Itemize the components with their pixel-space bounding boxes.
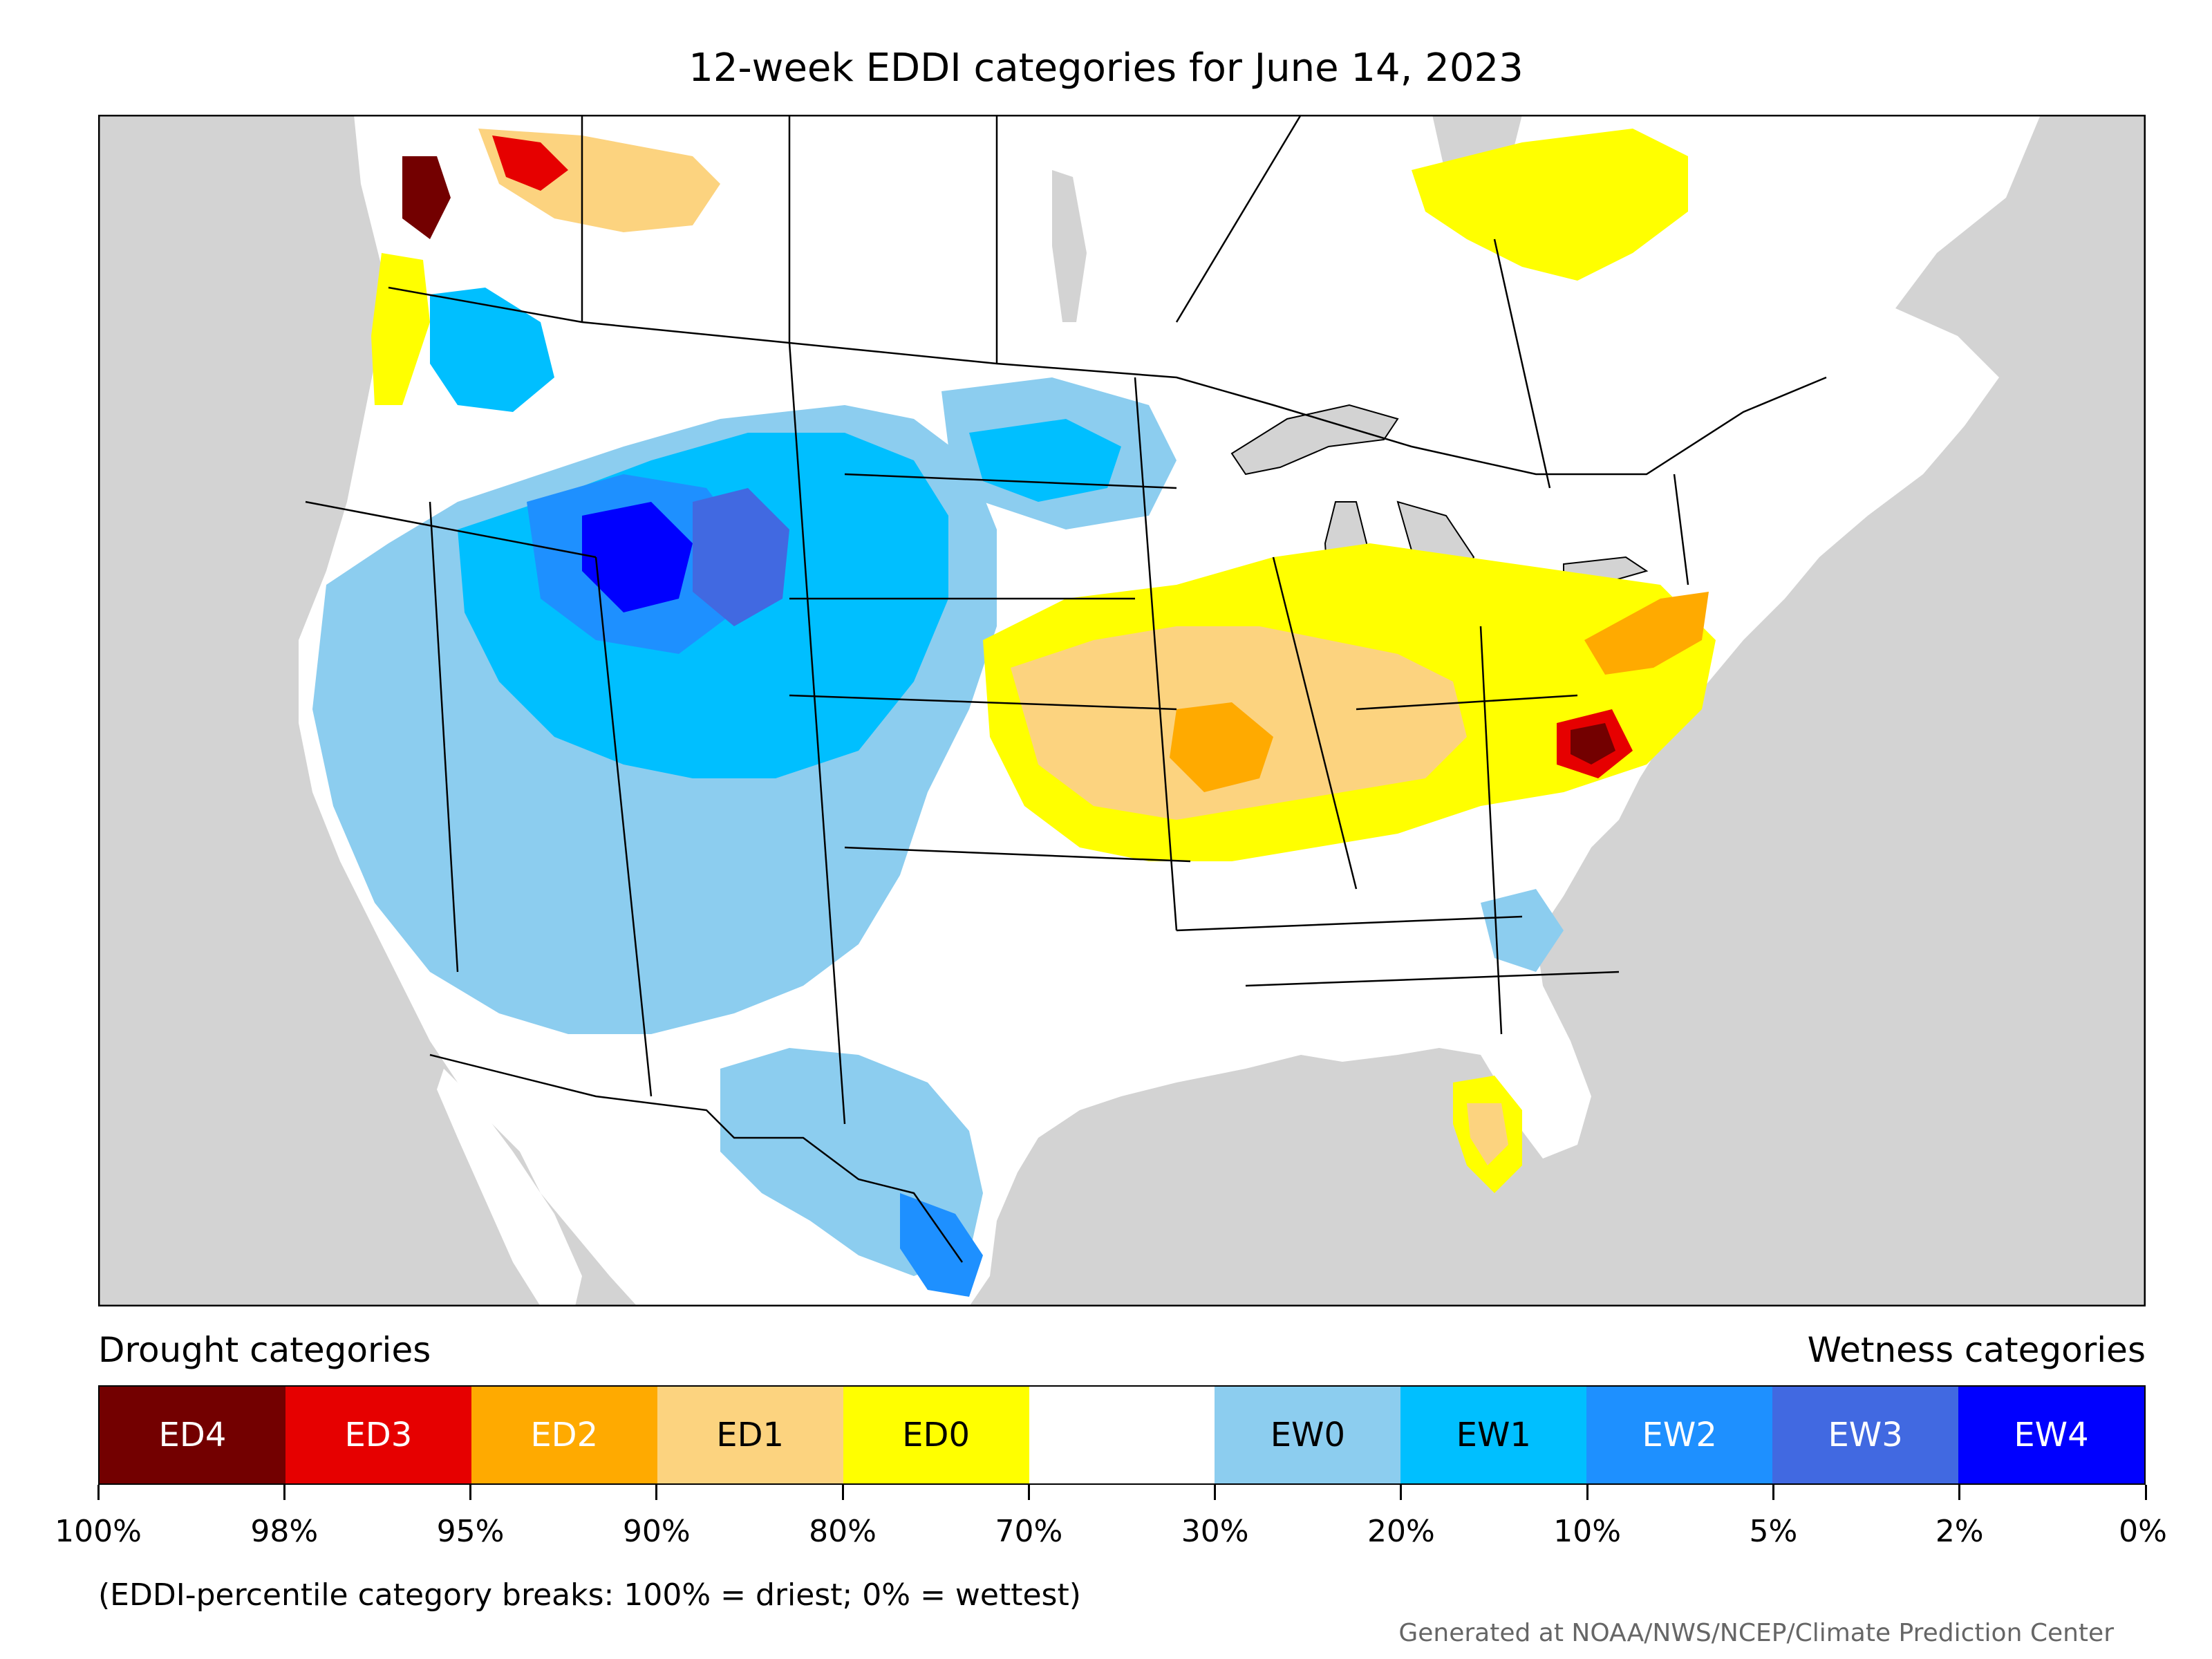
us-canada-border xyxy=(388,286,1827,476)
legend-tick xyxy=(1958,1485,1961,1500)
border-rockies xyxy=(788,342,846,1125)
eddi-map xyxy=(98,115,2146,1306)
political-borders xyxy=(305,115,1827,1263)
legend-tick-label: 100% xyxy=(55,1514,142,1549)
region-ew1-pacific-nw xyxy=(430,288,554,412)
region-ew4-idaho xyxy=(582,502,693,612)
legend-tick xyxy=(1027,1485,1030,1500)
legend-tick-label: 80% xyxy=(809,1514,877,1549)
region-ew2-tx-coast xyxy=(900,1193,983,1297)
lake-winnipeg xyxy=(1052,170,1087,322)
border-ohio xyxy=(1356,694,1578,711)
region-ed1-florida xyxy=(1467,1103,1508,1165)
legend-tick xyxy=(841,1485,844,1500)
legend-tick-label: 95% xyxy=(436,1514,505,1549)
region-ew3-wyoming xyxy=(693,488,789,626)
legend-tick-label: 10% xyxy=(1553,1514,1622,1549)
legend-cell-ed3: ED3 xyxy=(285,1387,471,1483)
legend-tick-label: 5% xyxy=(1749,1514,1798,1549)
region-ed4-virginia xyxy=(1571,723,1615,765)
legend-cell-ed2: ED2 xyxy=(471,1387,657,1483)
legend-tick-label: 30% xyxy=(1181,1514,1249,1549)
us-mexico-border xyxy=(429,1053,964,1263)
region-ed2-missouri xyxy=(1170,702,1273,792)
legend-cell-ew1: EW1 xyxy=(1400,1387,1587,1483)
legend-tick-label: 0% xyxy=(2119,1514,2167,1549)
border-south-1 xyxy=(1245,971,1620,987)
region-ed3-bc xyxy=(492,135,568,191)
border-northeast xyxy=(1673,474,1689,585)
border-plains-south xyxy=(844,846,1191,863)
legend-cell-ew4: EW4 xyxy=(1958,1387,2144,1483)
border-midwest-1 xyxy=(1176,915,1523,932)
legend-tick-label: 90% xyxy=(622,1514,691,1549)
border-mountain xyxy=(594,556,653,1097)
legend-tick xyxy=(1214,1485,1217,1500)
border-plains-mid xyxy=(789,694,1177,711)
map-canvas xyxy=(98,115,2146,1306)
legend-tick xyxy=(655,1485,658,1500)
legend-cell-ed1: ED1 xyxy=(657,1387,843,1483)
legend-tick xyxy=(283,1485,285,1500)
legend-cell-ew3: EW3 xyxy=(1772,1387,1959,1483)
percentile-note: (EDDI-percentile category breaks: 100% =… xyxy=(98,1577,1081,1613)
lake-superior xyxy=(1230,404,1399,476)
legend-cell-ed0: ED0 xyxy=(843,1387,1029,1483)
drought-categories-header: Drought categories xyxy=(98,1330,431,1370)
region-ed2-northeast xyxy=(1584,592,1709,675)
legend-cell-ed4: ED4 xyxy=(100,1387,285,1483)
map-title: 12-week EDDI categories for June 14, 202… xyxy=(688,46,1524,91)
region-ed4-bc-coast xyxy=(402,156,451,239)
border-west-1 xyxy=(305,500,597,559)
legend-cell-ew2: EW2 xyxy=(1586,1387,1773,1483)
border-canada-north-3 xyxy=(1175,115,1302,323)
legend-cell-ew0: EW0 xyxy=(1215,1387,1401,1483)
wetness-categories-header: Wetness categories xyxy=(1807,1330,2146,1370)
region-ed0-quebec xyxy=(1412,129,1688,281)
legend-tick-label: 70% xyxy=(995,1514,1063,1549)
map-frame xyxy=(98,115,2146,1306)
border-mississippi xyxy=(1272,556,1358,890)
legend-tick-label: 98% xyxy=(250,1514,319,1549)
credit-line: Generated at NOAA/NWS/NCEP/Climate Predi… xyxy=(1398,1619,2114,1647)
legend-tick xyxy=(1772,1485,1774,1500)
category-regions xyxy=(312,129,1716,1297)
legend-tick xyxy=(2144,1485,2147,1500)
border-plains-east xyxy=(1134,377,1178,931)
border-appalachian xyxy=(1479,626,1503,1035)
baja-california xyxy=(437,1069,582,1306)
region-ed0-pacific-nw xyxy=(371,253,430,405)
legend-tick xyxy=(469,1485,472,1500)
legend-tick-label: 2% xyxy=(1935,1514,1984,1549)
legend-tick xyxy=(1586,1485,1588,1500)
border-west-2 xyxy=(429,501,459,973)
legend-cell-normal xyxy=(1029,1387,1215,1483)
region-ew0-southeast xyxy=(1481,889,1564,972)
legend-tick xyxy=(97,1485,100,1500)
border-quebec xyxy=(1493,238,1551,489)
legend-tick-label: 20% xyxy=(1367,1514,1435,1549)
border-plains-north xyxy=(844,473,1177,489)
category-legend: ED4 ED3 ED2 ED1 ED0 EW0 EW1 EW2 EW3 EW4 xyxy=(98,1385,2146,1485)
legend-tick xyxy=(1400,1485,1403,1500)
